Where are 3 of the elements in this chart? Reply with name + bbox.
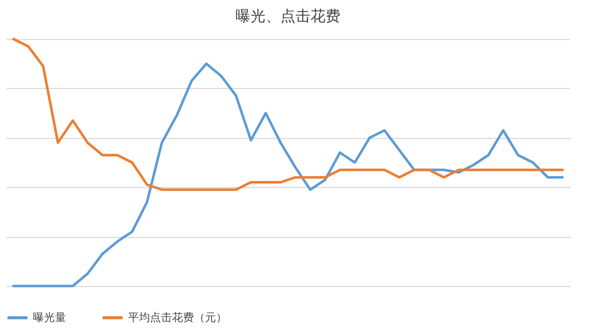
legend-label: 平均点击花费（元） — [128, 310, 227, 324]
chart-title: 曝光、点击花费 — [236, 6, 340, 25]
legend-label: 曝光量 — [33, 310, 66, 324]
